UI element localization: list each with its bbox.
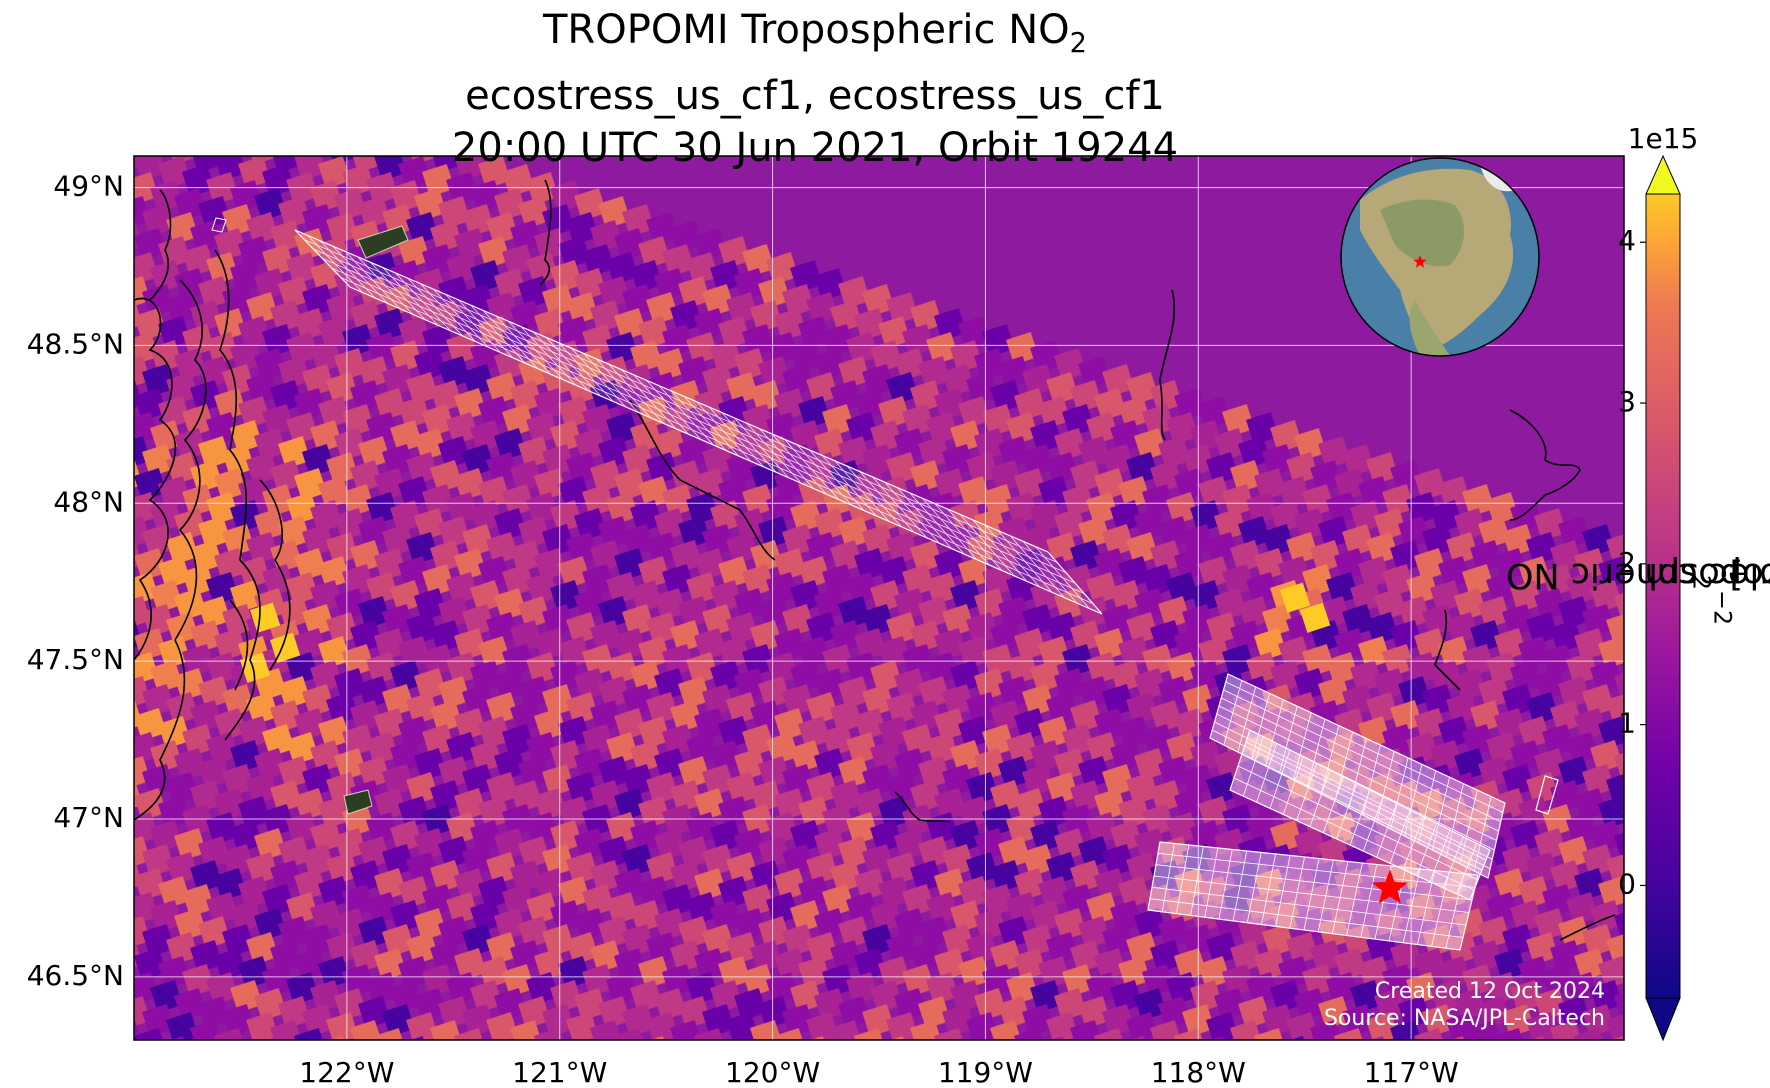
colorbar-under-extend xyxy=(1645,997,1681,1042)
lat-label-0: 49°N xyxy=(53,170,124,203)
colorbar: 0 1 2 3 4 1e15 xyxy=(1618,122,1699,1042)
colorbar-tick-2: 2 xyxy=(1618,546,1636,579)
coastlines xyxy=(134,179,1616,941)
lon-label-4: 118°W xyxy=(1151,1056,1246,1088)
colorbar-exponent: 1e15 xyxy=(1628,122,1699,155)
title-line-3: 20:00 UTC 30 Jun 2021, Orbit 19244 xyxy=(451,125,1179,171)
lon-label-0: 122°W xyxy=(299,1056,394,1088)
data-source: Source: NASA/JPL-Caltech xyxy=(1323,1006,1605,1031)
colorbar-tick-0: 0 xyxy=(1618,867,1636,900)
rgb-fragments xyxy=(343,225,409,815)
lon-label-3: 119°W xyxy=(938,1056,1033,1088)
colorbar-tick-1: 1 xyxy=(1618,707,1636,740)
title-line-1: TROPOMI Tropospheric NO2 xyxy=(543,7,1087,59)
latitude-labels: 49°N 48.5°N 48°N 47.5°N 47°N 46.5°N xyxy=(27,170,124,992)
map-frame xyxy=(133,155,1625,1041)
inset-globe xyxy=(1340,157,1540,357)
lat-label-3: 47.5°N xyxy=(27,643,124,676)
lon-label-1: 121°W xyxy=(512,1056,607,1088)
figure-title: TROPOMI Tropospheric NO2 ecostress_us_cf… xyxy=(0,4,1630,174)
lat-label-2: 48°N xyxy=(53,485,124,518)
colorbar-tick-3: 3 xyxy=(1618,385,1636,418)
colorbar-over-extend xyxy=(1645,154,1681,195)
lat-label-1: 48.5°N xyxy=(27,327,124,360)
ecostress-swath-1 xyxy=(294,229,1103,615)
lat-label-5: 46.5°N xyxy=(27,959,124,992)
inset-star-marker xyxy=(1413,255,1427,268)
ecostress-swath-2 xyxy=(211,217,1559,951)
created-date: Created 12 Oct 2024 xyxy=(1374,979,1605,1004)
lon-label-5: 117°W xyxy=(1364,1056,1459,1088)
title-line-2: ecostress_us_cf1, ecostress_us_cf1 xyxy=(465,73,1165,119)
lon-label-2: 120°W xyxy=(725,1056,820,1088)
credit-box: Created 12 Oct 2024 Source: NASA/JPL-Cal… xyxy=(1324,978,1605,1032)
colorbar-tick-4: 4 xyxy=(1618,224,1636,257)
colorbar-gradient xyxy=(1646,194,1680,998)
longitude-labels: 122°W 121°W 120°W 119°W 118°W 117°W xyxy=(299,1056,1458,1088)
target-star-marker xyxy=(1371,869,1408,904)
lat-label-4: 47°N xyxy=(53,801,124,834)
